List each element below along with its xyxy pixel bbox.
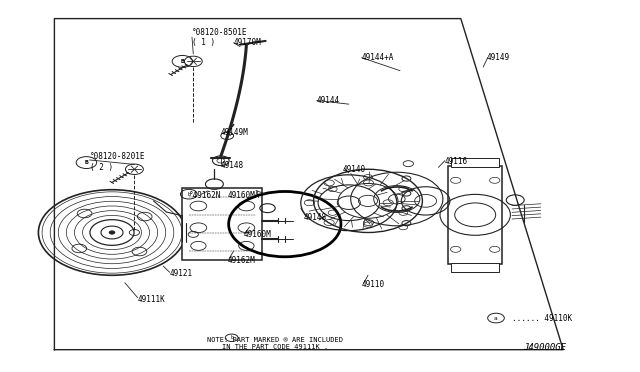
Text: 49110: 49110 [362,280,385,289]
Text: a: a [494,315,498,321]
Text: °08120-8201E
( 2 ): °08120-8201E ( 2 ) [90,152,145,171]
Bar [451,263,499,272]
Text: 49116: 49116 [445,157,468,166]
Text: 49160MA: 49160MA [227,191,260,200]
Text: ...... 49110K: ...... 49110K [512,314,572,323]
Text: 49144+A: 49144+A [362,53,394,62]
Text: b: b [230,335,233,340]
Text: °08120-8501E
( 1 ): °08120-8501E ( 1 ) [192,28,248,47]
Text: 49148: 49148 [221,161,244,170]
Text: B: B [180,59,184,64]
Bar [448,166,502,264]
Text: 49160M: 49160M [243,230,271,239]
Text: 49144: 49144 [317,96,340,105]
Bar [182,188,262,260]
Text: 49140: 49140 [342,165,365,174]
Text: b: b [187,192,191,197]
Text: NOTE: PART MARKED ® ARE INCLUDED
IN THE PART CODE 49111K .: NOTE: PART MARKED ® ARE INCLUDED IN THE … [207,337,343,350]
Text: 49162M: 49162M [227,256,255,265]
Circle shape [109,231,115,234]
Bar [451,158,499,167]
Text: 49170M: 49170M [234,38,261,47]
Text: 49149M: 49149M [221,128,248,137]
Text: 49149: 49149 [486,53,509,62]
Text: 49121: 49121 [170,269,193,278]
Text: 49148: 49148 [304,213,327,222]
Text: B: B [84,160,88,165]
Text: °49162N: °49162N [189,191,221,200]
Text: J49000GE: J49000GE [524,343,566,352]
Text: 49111K: 49111K [138,295,165,304]
